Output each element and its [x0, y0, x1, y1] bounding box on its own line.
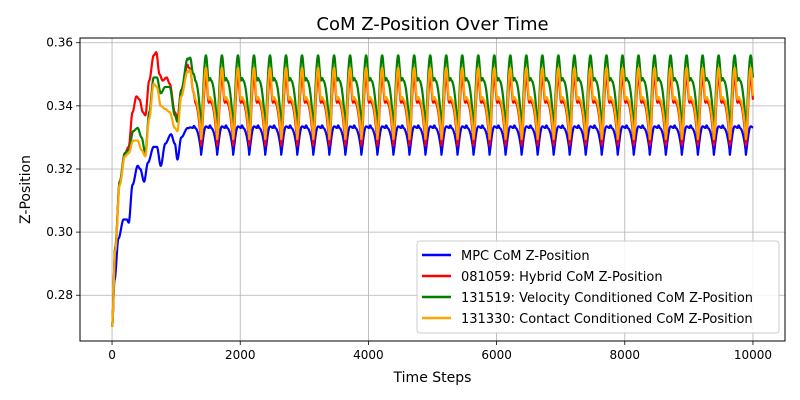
plot-frame [79, 37, 786, 342]
x-axis-title: Time Steps [393, 370, 472, 386]
legend-box [416, 240, 780, 334]
y-axis-title: Z-Position [18, 155, 34, 224]
x-tick-label: 0 [108, 348, 116, 362]
series-line [110, 66, 755, 327]
y-tick-label: 0.34 [46, 99, 73, 113]
legend-label: MPC CoM Z-Position [461, 249, 590, 264]
series-lines [110, 51, 755, 327]
legend-label: 081059: Hybrid CoM Z-Position [461, 270, 663, 285]
series-line [110, 124, 754, 327]
x-tick-label: 10000 [734, 348, 772, 362]
axis-ticks: 0 2000 4000 6000 8000 10000 0.28 0.30 0.32 0.34 0.… [46, 36, 772, 362]
legend-label: 131330: Contact Conditioned CoM Z-Positi… [461, 312, 753, 327]
y-tick-label: 0.30 [46, 225, 73, 239]
legend-label: 131519: Velocity Conditioned CoM Z-Posit… [461, 291, 753, 306]
legend: MPC CoM Z-Position 081059: Hybrid CoM Z-P… [416, 240, 780, 334]
chart-title: CoM Z-Position Over Time [316, 14, 548, 35]
y-tick-label: 0.36 [46, 36, 73, 50]
y-tick-label: 0.28 [46, 288, 73, 302]
x-tick-label: 4000 [353, 348, 384, 362]
y-tick-label: 0.32 [46, 162, 73, 176]
x-tick-label: 6000 [481, 348, 512, 362]
x-tick-label: 8000 [609, 348, 640, 362]
x-tick-label: 2000 [225, 348, 256, 362]
